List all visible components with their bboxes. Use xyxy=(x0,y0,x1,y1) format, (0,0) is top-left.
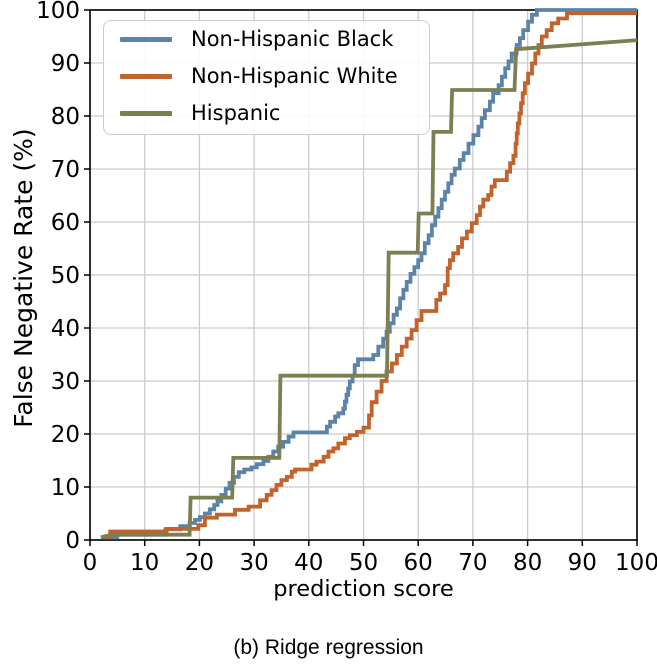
legend-line-swatch xyxy=(120,36,172,42)
x-tick-label: 90 xyxy=(568,550,597,576)
y-tick-label: 100 xyxy=(36,0,80,24)
legend: Non-Hispanic Black Non-Hispanic White Hisp… xyxy=(103,20,430,135)
y-axis-label: False Negative Rate (%) xyxy=(9,128,38,428)
legend-item-non-hispanic-white: Non-Hispanic White xyxy=(120,63,415,89)
y-tick-label: 90 xyxy=(51,51,80,77)
legend-line-swatch xyxy=(120,73,172,79)
legend-label: Non-Hispanic White xyxy=(191,63,398,88)
x-tick-label: 70 xyxy=(458,550,487,576)
x-tick-label: 10 xyxy=(130,550,159,576)
y-tick-label: 40 xyxy=(51,316,80,342)
legend-item-hispanic: Hispanic xyxy=(120,100,415,126)
y-tick-label: 30 xyxy=(51,369,80,395)
x-tick-label: 100 xyxy=(615,550,657,576)
x-tick-label: 50 xyxy=(349,550,378,576)
legend-label: Non-Hispanic Black xyxy=(191,26,394,51)
x-tick-label: 30 xyxy=(239,550,268,576)
y-tick-label: 60 xyxy=(51,210,80,236)
y-tick-label: 0 xyxy=(65,528,80,554)
figure-caption: (b) Ridge regression xyxy=(233,636,424,659)
x-axis-label: prediction score xyxy=(273,576,454,602)
x-tick-label: 0 xyxy=(83,550,98,576)
y-tick-label: 70 xyxy=(51,157,80,183)
legend-line-swatch xyxy=(120,110,172,116)
legend-label: Hispanic xyxy=(191,100,281,125)
series-line-non-hispanic-white xyxy=(106,11,637,540)
series-line-hispanic xyxy=(100,38,638,540)
x-tick-label: 80 xyxy=(513,550,542,576)
legend-item-non-hispanic-black: Non-Hispanic Black xyxy=(120,26,415,52)
y-tick-label: 20 xyxy=(51,422,80,448)
y-tick-label: 50 xyxy=(51,263,80,289)
x-tick-label: 20 xyxy=(185,550,214,576)
y-tick-label: 80 xyxy=(51,104,80,130)
x-tick-label: 40 xyxy=(294,550,323,576)
y-tick-label: 10 xyxy=(51,475,80,501)
x-tick-label: 60 xyxy=(404,550,433,576)
